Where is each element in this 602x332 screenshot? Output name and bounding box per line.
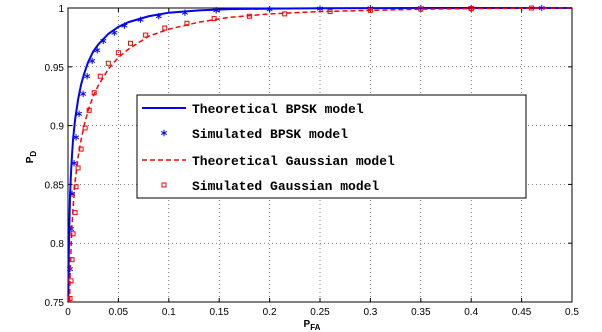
legend-box [136,94,527,199]
data-point-simulated-bpsk-model [316,5,324,12]
y-tick-label: 0.9 [50,122,64,133]
data-point-simulated-bpsk-model [111,29,118,36]
legend: Theoretical BPSK model Simulated BPSK mo… [136,94,527,199]
y-tick-label: 0.8 [50,239,64,250]
y-tick-label: 0.75 [45,298,65,309]
legend-label-theoretical-bpsk: Theoretical BPSK model [192,102,364,117]
data-point-simulated-gaussian-model [418,6,424,12]
data-point-simulated-gaussian-model [246,13,252,19]
x-tick-label: 0.15 [209,307,229,318]
data-point-simulated-gaussian-model [327,9,333,15]
data-point-simulated-bpsk-model [181,9,188,16]
data-point-simulated-gaussian-model [68,278,74,284]
data-point-simulated-gaussian-model [72,210,78,216]
data-point-simulated-bpsk-model [266,5,273,13]
legend-swatch-simulated-bpsk [160,129,168,137]
y-tick-label: 0.95 [45,63,65,74]
x-axis-label-main: P [304,319,311,330]
y-tick-label: 0.85 [45,180,65,191]
data-point-simulated-bpsk-model [213,7,220,14]
legend-label-simulated-gaussian: Simulated Gaussian model [192,179,379,194]
data-point-simulated-bpsk-model [155,13,162,20]
legend-star-marker [160,129,168,137]
x-tick-label: 0.2 [263,307,277,318]
data-point-simulated-bpsk-model [94,47,101,54]
data-point-simulated-bpsk-model [80,90,87,98]
data-point-simulated-gaussian-model [105,60,111,66]
data-point-simulated-gaussian-model [162,25,168,31]
x-axis-label: PFA [304,319,321,332]
x-tick-label: 0.25 [310,307,330,318]
data-point-simulated-gaussian-model [75,165,81,171]
y-axis-label: PD [25,151,38,164]
data-point-simulated-bpsk-model [84,73,91,80]
data-point-simulated-gaussian-model [115,50,121,56]
x-tick-label: 0.3 [363,307,377,318]
y-axis-label-sub: D [29,151,38,157]
data-point-simulated-gaussian-model [70,231,76,237]
y-tick-label: 1 [58,4,64,15]
data-point-simulated-gaussian-model [143,32,149,38]
x-tick-label: 0.35 [411,307,431,318]
x-tick-label: 0.05 [109,307,129,318]
data-point-simulated-bpsk-model [89,57,96,65]
data-point-simulated-bpsk-model [71,160,78,167]
data-point-simulated-bpsk-model [76,110,83,118]
data-point-simulated-gaussian-model [78,146,84,152]
data-point-simulated-gaussian-model [73,184,79,190]
data-point-simulated-gaussian-model [86,107,92,113]
data-point-simulated-bpsk-model [73,134,80,141]
data-point-simulated-bpsk-model [538,4,545,12]
legend-label-simulated-bpsk: Simulated BPSK model [192,127,348,142]
data-point-simulated-gaussian-model [91,90,97,96]
data-point-simulated-gaussian-model [69,257,75,263]
x-tick-label: 0.1 [162,307,176,318]
x-tick-label: 0.5 [565,307,579,318]
data-point-simulated-bpsk-model [100,37,107,45]
legend-label-theoretical-gaussian: Theoretical Gaussian model [192,154,395,169]
series-line-theoretical-gaussian-model [68,7,573,303]
x-axis-label-sub: FA [310,323,320,332]
data-point-simulated-gaussian-model [468,6,474,12]
data-point-simulated-gaussian-model [127,40,133,46]
data-point-simulated-gaussian-model [67,295,73,301]
data-point-simulated-bpsk-model [137,16,144,23]
data-point-simulated-bpsk-model [67,225,75,233]
series-layer [66,4,573,303]
data-point-simulated-gaussian-model [82,125,88,131]
legend-swatch-simulated-gaussian [161,182,167,188]
data-point-simulated-gaussian-model [282,11,288,17]
data-point-simulated-gaussian-model [184,20,190,26]
data-point-simulated-gaussian-model [211,16,217,22]
x-tick-label: 0.4 [464,307,478,318]
x-tick-label: 0 [65,307,71,318]
data-point-simulated-bpsk-model [121,22,128,29]
x-tick-label: 0.45 [512,307,532,318]
data-point-simulated-gaussian-model [529,5,535,11]
data-point-simulated-gaussian-model [97,73,103,79]
y-axis-label-main: P [25,156,36,163]
series-line-theoretical-bpsk-model [67,7,572,303]
data-point-simulated-gaussian-model [367,7,373,13]
